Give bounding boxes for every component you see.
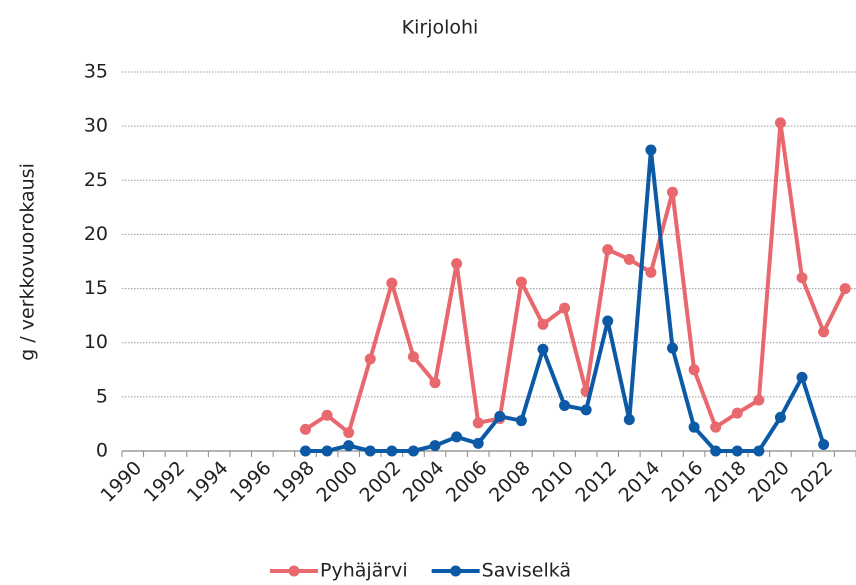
data-point <box>602 315 614 327</box>
data-point <box>623 253 635 265</box>
x-tick-label: 1996 <box>226 457 276 507</box>
data-point <box>407 351 419 363</box>
x-tick-label: 1992 <box>140 457 190 507</box>
x-tick-label: 2004 <box>399 457 449 507</box>
series-line <box>304 120 847 435</box>
data-point <box>753 394 765 406</box>
data-point <box>515 276 527 288</box>
x-tick-label: 2014 <box>615 457 665 507</box>
data-point <box>645 144 657 156</box>
data-point <box>667 342 678 354</box>
data-point <box>559 400 571 412</box>
legend-marker <box>288 565 300 577</box>
data-point <box>818 326 830 338</box>
data-point <box>753 445 765 457</box>
data-point <box>300 423 311 435</box>
data-point <box>688 421 700 433</box>
data-point <box>364 445 376 457</box>
x-tick-label: 2008 <box>485 457 535 507</box>
data-point <box>667 186 678 198</box>
x-tick-label: 2010 <box>528 457 578 507</box>
data-point <box>796 371 808 383</box>
data-point <box>429 377 441 389</box>
data-point <box>839 283 851 295</box>
chart-title: Kirjolohi <box>402 17 479 39</box>
legend-label: Saviselkä <box>482 560 571 582</box>
y-axis-label: g / verkkovuorokausi <box>17 163 39 361</box>
data-point <box>321 445 333 457</box>
x-tick-label: 2002 <box>356 457 406 507</box>
y-tick-label: 30 <box>84 115 108 137</box>
data-point <box>386 277 398 289</box>
data-point <box>580 404 592 416</box>
x-tick-label: 1994 <box>183 457 233 507</box>
y-tick-label: 10 <box>84 331 108 353</box>
y-tick-label: 15 <box>84 277 108 299</box>
y-tick-label: 25 <box>84 169 108 191</box>
x-tick-label: 2016 <box>658 457 708 507</box>
data-point <box>386 445 398 457</box>
data-point <box>731 407 743 419</box>
data-point <box>710 421 722 433</box>
legend-marker <box>450 565 462 577</box>
y-tick-label: 35 <box>84 61 108 83</box>
x-tick-label: 2018 <box>701 457 751 507</box>
data-point <box>774 411 786 423</box>
x-tick-label: 2012 <box>571 457 621 507</box>
data-point <box>602 244 614 256</box>
data-point <box>710 445 722 457</box>
y-tick-label: 20 <box>84 223 108 245</box>
data-point <box>429 440 441 452</box>
data-point <box>559 302 571 314</box>
data-point <box>731 445 743 457</box>
data-point <box>343 440 355 452</box>
data-point <box>818 439 830 451</box>
data-point <box>451 258 463 270</box>
legend-label: Pyhäjärvi <box>320 560 408 582</box>
data-point <box>407 445 419 457</box>
data-point <box>472 437 484 449</box>
data-point <box>343 427 355 439</box>
data-point <box>645 266 657 278</box>
data-point <box>451 431 463 443</box>
data-point <box>537 318 549 330</box>
data-point <box>623 414 635 426</box>
x-tick-label: 1998 <box>269 457 319 507</box>
data-point <box>688 364 700 376</box>
data-point <box>796 272 808 284</box>
x-tick-label: 2022 <box>787 457 837 507</box>
data-point <box>300 445 311 457</box>
data-point <box>515 415 527 427</box>
data-point <box>537 343 549 355</box>
data-point <box>774 117 786 129</box>
x-tick-label: 1990 <box>96 457 146 507</box>
data-point <box>472 417 484 429</box>
data-point <box>364 353 376 365</box>
x-tick-label: 2020 <box>744 457 794 507</box>
data-point <box>321 409 333 421</box>
y-tick-label: 5 <box>96 385 108 407</box>
data-point <box>494 410 506 422</box>
y-tick-label: 0 <box>96 440 108 462</box>
x-tick-label: 2006 <box>442 457 492 507</box>
x-tick-label: 2000 <box>312 457 362 507</box>
